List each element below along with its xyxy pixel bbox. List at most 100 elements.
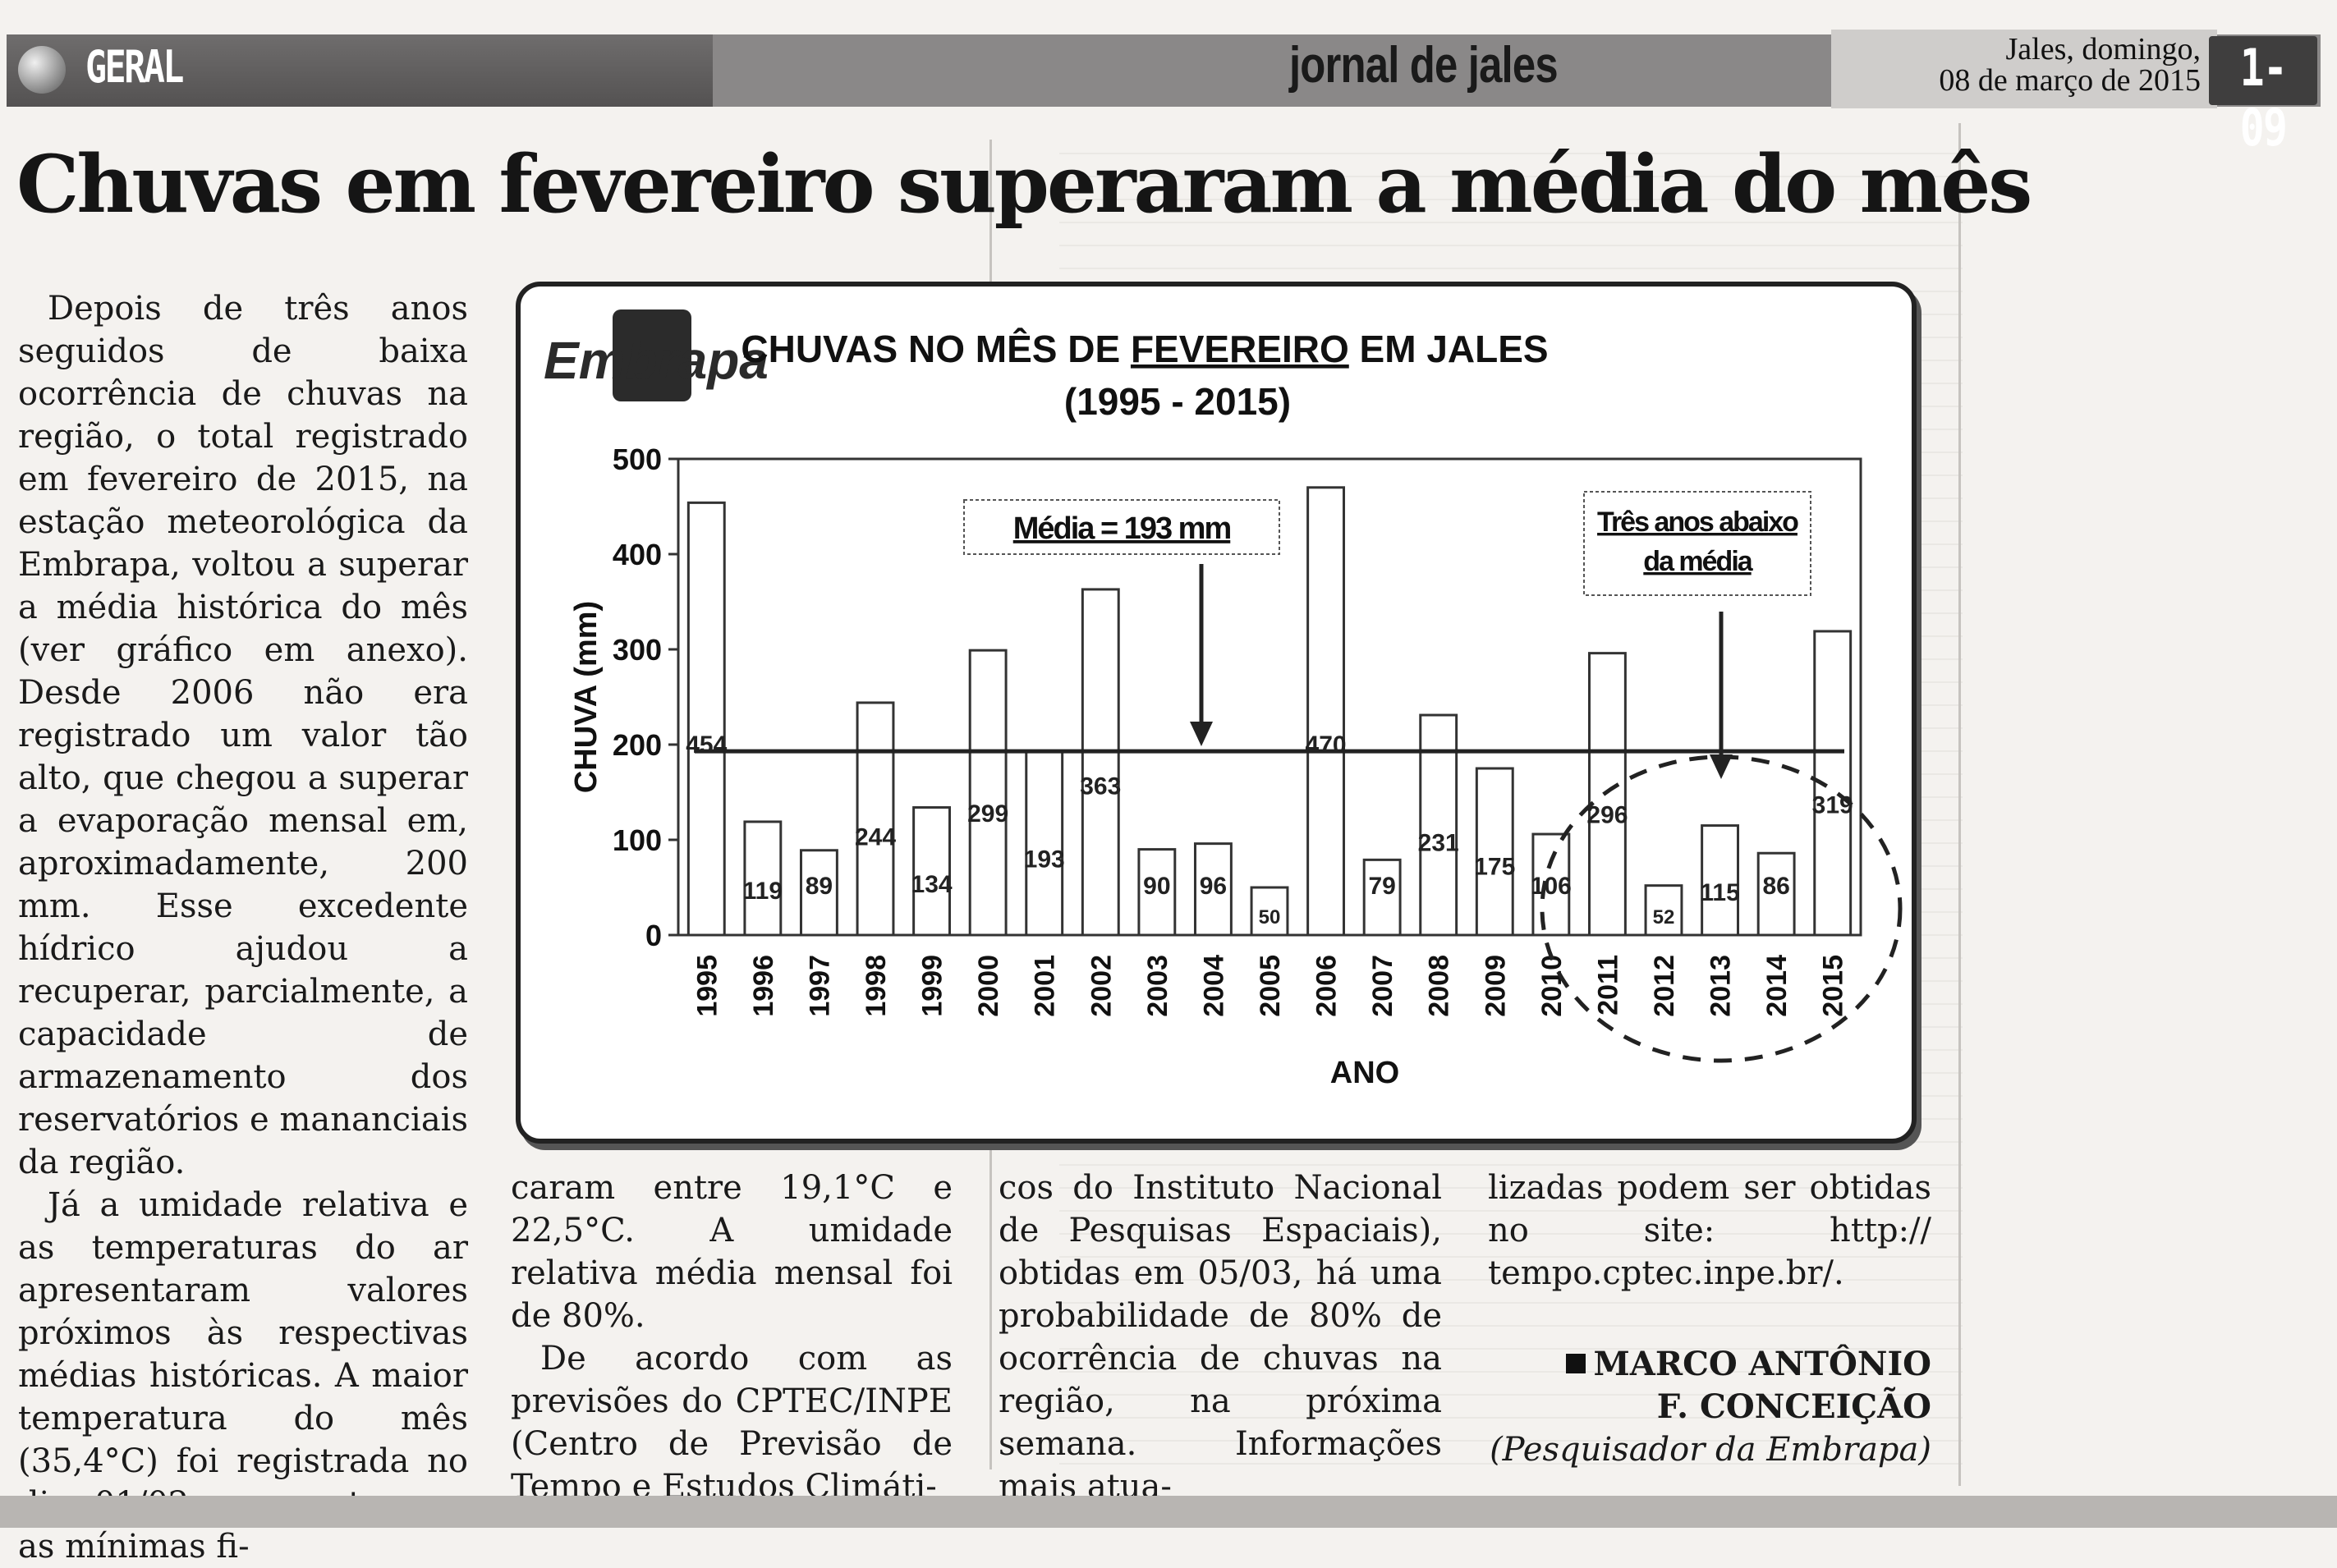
average-arrow-head [1190, 722, 1213, 746]
average-label: Média = 193 mm [1013, 511, 1231, 546]
section-name: GERAL [85, 41, 184, 93]
bars [686, 486, 1853, 937]
bar [1756, 851, 1796, 937]
bar [1531, 832, 1571, 937]
bar-value-label: 115 [1700, 879, 1739, 906]
bar-value-label: 175 [1474, 854, 1515, 881]
bar-value-label: 52 [1653, 906, 1675, 928]
bar-value-label: 119 [743, 878, 783, 905]
x-tick-label: 1997 [804, 955, 835, 1017]
bar-value-label: 231 [1418, 829, 1459, 856]
note-line-1: Três anos abaixo [1597, 507, 1798, 538]
y-tick-label: 200 [613, 728, 662, 762]
article-column-1: Depois de três anos seguidos de baixa oc… [18, 287, 468, 1568]
y-tick-label: 500 [613, 442, 662, 476]
average-label-box [963, 499, 1280, 555]
page-number: 1-09 [2239, 38, 2288, 158]
highlight-ellipse [1540, 754, 1903, 1063]
x-tick-label: 2007 [1367, 955, 1398, 1017]
bar [1306, 486, 1346, 937]
x-tick-label: 1998 [861, 955, 892, 1017]
embrapa-logo: Embrapa [542, 309, 769, 401]
x-tick-label: 2001 [1030, 955, 1061, 1017]
y-axis-label: CHUVA (mm) [569, 601, 604, 793]
x-tick-label: 2003 [1142, 955, 1173, 1017]
x-axis-label: ANO [1330, 1056, 1399, 1090]
author-name-line-2: F. CONCEIÇÃO [1656, 1387, 1931, 1426]
bar-value-label: 363 [1080, 773, 1121, 800]
x-axis: 1995 1996 1997 1998 1999 2000 2001 2002 2003 2004… [691, 955, 1848, 1017]
bar-value-label: 299 [967, 800, 1008, 828]
article-column-4: lizadas podem ser obtidas no site: http:… [1488, 1167, 1931, 1295]
note-arrow-head [1710, 754, 1733, 779]
globe-icon [18, 46, 66, 94]
chart-title-prefix: CHUVAS NO MÊS DE [741, 328, 1131, 370]
bar [1025, 750, 1064, 937]
bar [1081, 588, 1120, 937]
note-box [1583, 491, 1811, 596]
bar [856, 701, 895, 937]
header-section-block [7, 34, 713, 107]
chart-subtitle: (1995 - 2015) [1064, 380, 1291, 423]
x-tick-label: 2014 [1761, 955, 1793, 1017]
byline-name-line-1: MARCO ANTÔNIO [1488, 1343, 1931, 1386]
bar [1475, 767, 1514, 937]
bar-labels: 454 119 89 244 134 299 193 363 90 96 50 470 79 231 175… [686, 731, 1853, 928]
bar-value-label: 106 [1531, 873, 1572, 900]
x-tick-label: 2005 [1255, 955, 1286, 1017]
bar [1644, 884, 1683, 937]
y-tick-label: 300 [613, 633, 662, 667]
bar [1137, 848, 1177, 937]
byline: MARCO ANTÔNIO F. CONCEIÇÃO (Pesquisador … [1488, 1343, 1931, 1471]
author-role: (Pesquisador da Embrapa) [1490, 1431, 1931, 1469]
bar [799, 849, 838, 937]
bar-value-label: 96 [1200, 873, 1227, 900]
x-tick-label: 2006 [1311, 955, 1343, 1017]
x-tick-label: 2004 [1198, 955, 1229, 1017]
paragraph: cos do Instituto Nacional de Pesquisas E… [999, 1169, 1442, 1506]
headline: Chuvas em fevereiro superaram a média do… [16, 138, 2032, 231]
bar [1193, 842, 1233, 937]
paragraph: Depois de três anos seguidos de baixa oc… [18, 290, 468, 1181]
bar-value-label: 193 [1024, 846, 1065, 873]
x-tick-label: 2010 [1536, 955, 1568, 1017]
bar-value-label: 296 [1586, 801, 1628, 828]
x-tick-label: 2013 [1706, 955, 1737, 1017]
bar-value-label: 454 [686, 731, 727, 759]
bar-value-label: 90 [1143, 873, 1170, 900]
paragraph: De acordo com as previsões do CPTEC/INPE… [511, 1340, 953, 1506]
x-tick-label: 2011 [1592, 955, 1623, 1016]
chart-panel: Embrapa CHUVAS NO MÊS DE FEVEREIRO EM JA… [516, 282, 1917, 1144]
x-tick-label: 2012 [1649, 955, 1680, 1017]
x-tick-label: 2002 [1086, 955, 1117, 1017]
date-line-2: 08 de março de 2015 [1939, 63, 2201, 98]
date-line-1: Jales, domingo, [2005, 32, 2201, 66]
newspaper-name: jornal de jales [1289, 37, 1559, 94]
bar-value-label: 89 [806, 873, 833, 900]
bar-value-label: 134 [911, 871, 953, 898]
rainfall-chart: Embrapa CHUVAS NO MÊS DE FEVEREIRO EM JA… [542, 309, 1903, 1090]
bar [1419, 713, 1458, 937]
x-tick-label: 2015 [1818, 955, 1849, 1017]
x-tick-label: 2009 [1480, 955, 1511, 1017]
bar [1701, 824, 1740, 937]
bar-value-label: 79 [1368, 873, 1395, 900]
paragraph: caram entre 19,1°C e 22,5°C. A umidade r… [511, 1169, 953, 1335]
bar [686, 501, 726, 937]
bar-value-label: 50 [1259, 906, 1281, 928]
bar [743, 820, 783, 937]
bullet-square-icon [1565, 1354, 1586, 1373]
y-tick-label: 0 [645, 919, 662, 952]
date-block [1831, 30, 2217, 108]
bar-value-label: 86 [1762, 873, 1789, 900]
x-tick-label: 2008 [1424, 955, 1455, 1017]
bar-value-label: 470 [1306, 731, 1347, 759]
bar [1250, 886, 1289, 937]
bar [1362, 858, 1402, 937]
paragraph: lizadas podem ser obtidas no site: http:… [1488, 1169, 1931, 1292]
bar-value-label: 319 [1812, 791, 1853, 818]
x-tick-label: 2000 [973, 955, 1004, 1017]
logo-block [613, 309, 691, 401]
page-number-box [2209, 36, 2317, 105]
bar [968, 649, 1008, 937]
